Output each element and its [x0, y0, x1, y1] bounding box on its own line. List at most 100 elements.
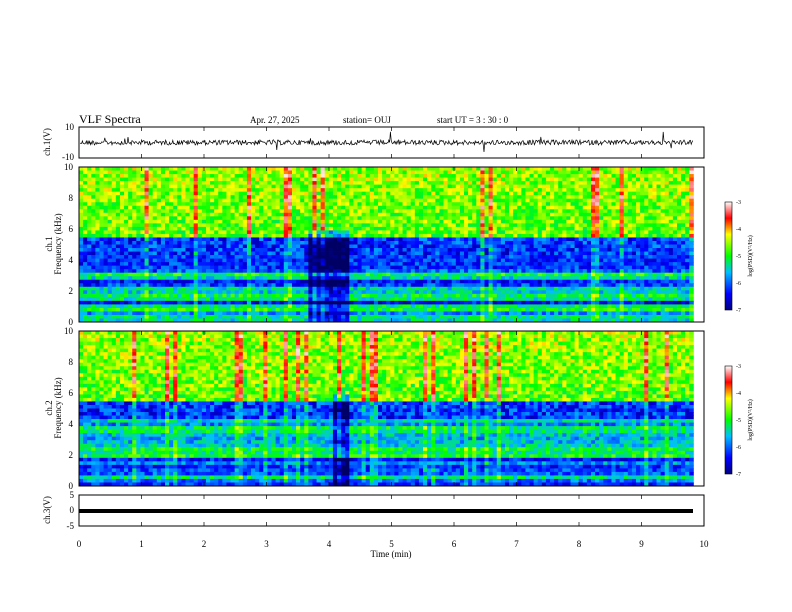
spectrogram-cell	[468, 167, 473, 171]
spectrogram-cell	[328, 318, 334, 323]
spectrogram-cell	[328, 262, 334, 267]
spectrogram-cell	[488, 202, 494, 207]
spectrogram-cell	[177, 167, 182, 171]
spectrogram-cell	[398, 195, 403, 200]
spectrogram-cell	[238, 184, 244, 189]
spectrogram-cell	[443, 237, 449, 242]
spectrogram-cell	[525, 174, 530, 178]
spectrogram-cell	[230, 216, 236, 221]
spectrogram-cell	[173, 174, 178, 178]
spectrogram-cell	[201, 293, 207, 298]
spectrogram-cell	[128, 297, 133, 302]
spectrogram-cell	[107, 265, 113, 270]
spectrogram-cell	[296, 230, 301, 235]
spectrogram-cell	[271, 233, 276, 238]
spectrogram-cell	[410, 283, 416, 288]
spectrogram-cell	[427, 212, 432, 217]
spectrogram-cell	[529, 318, 535, 323]
spectrogram-cell	[386, 314, 391, 319]
spectrogram-cell	[185, 293, 190, 298]
spectrogram-cell	[291, 248, 297, 252]
spectrogram-cell	[394, 283, 399, 288]
spectrogram-cell	[537, 212, 543, 217]
spectrogram-cell	[304, 240, 309, 245]
spectrogram-cell	[226, 219, 231, 224]
spectrogram-cell	[246, 212, 252, 217]
spectrogram-cell	[357, 311, 363, 316]
spectrogram-cell	[378, 258, 383, 263]
spectrogram-cell	[255, 181, 260, 186]
spectrogram-cell	[451, 297, 457, 302]
spectrogram-cell	[246, 244, 252, 249]
spectrogram-cell	[476, 244, 481, 249]
spectrogram-cell	[394, 174, 399, 178]
spectrogram-cell	[152, 174, 158, 178]
spectrogram-cell	[210, 255, 215, 259]
spectrogram-cell	[513, 286, 518, 291]
spectrogram-cell	[148, 184, 154, 189]
spectrogram-cell	[181, 188, 186, 193]
spectrogram-cell	[373, 244, 379, 249]
spectrogram-cell	[222, 307, 227, 312]
spectrogram-cell	[300, 205, 305, 210]
spectrogram-cell	[91, 258, 96, 263]
spectrogram-cell	[304, 244, 309, 249]
spectrogram-cell	[414, 314, 420, 319]
spectrogram-cell	[500, 188, 506, 193]
spectrogram-cell	[304, 167, 309, 171]
spectrogram-cell	[410, 226, 416, 231]
spectrogram-cell	[504, 265, 510, 270]
spectrogram-cell	[468, 293, 473, 298]
spectrogram-cell	[160, 181, 166, 186]
spectrogram-cell	[394, 219, 399, 224]
spectrogram-cell	[427, 255, 432, 259]
spectrogram-cell	[394, 209, 399, 214]
spectrogram-cell	[103, 226, 109, 231]
spectrogram-cell	[259, 304, 264, 309]
spectrogram-cell	[439, 272, 444, 277]
spectrogram-cell	[181, 258, 186, 263]
spectrogram-cell	[279, 202, 285, 207]
spectrogram-cell	[83, 293, 88, 298]
spectrogram-cell	[169, 202, 174, 207]
spectrogram-cell	[533, 318, 539, 323]
spectrogram-cell	[181, 279, 186, 284]
spectrogram-cell	[476, 216, 481, 221]
spectrogram-cell	[230, 219, 236, 224]
spectrogram-cell	[79, 304, 84, 309]
spectrogram-cell	[259, 311, 264, 316]
spectrogram-cell	[414, 191, 420, 196]
spectrogram-cell	[99, 269, 104, 274]
spectrogram-cell	[124, 226, 129, 231]
spectrogram-cell	[541, 170, 547, 175]
spectrogram-cell	[230, 184, 236, 189]
spectrogram-cell	[451, 237, 457, 242]
spectrogram-cell	[423, 255, 428, 259]
spectrogram-cell	[148, 251, 154, 256]
spectrogram-cell	[267, 248, 272, 252]
spectrogram-cell	[205, 276, 211, 281]
spectrogram-cell	[140, 300, 145, 305]
spectrogram-cell	[414, 276, 420, 281]
spectrogram-cell	[226, 311, 231, 316]
spectrogram-cell	[390, 167, 395, 171]
spectrogram-cell	[373, 219, 379, 224]
spectrogram-cell	[431, 226, 436, 231]
spectrogram-cell	[83, 174, 88, 178]
spectrogram-cell	[193, 233, 199, 238]
spectrogram-cell	[115, 230, 121, 235]
spectrogram-cell	[242, 258, 248, 263]
spectrogram-cell	[271, 223, 276, 228]
spectrogram-cell	[443, 262, 449, 267]
spectrogram-cell	[95, 255, 100, 259]
spectrogram-cell	[95, 265, 100, 270]
spectrogram-cell	[324, 318, 330, 323]
spectrogram-cell	[332, 269, 338, 274]
spectrogram-cell	[328, 265, 334, 270]
spectrogram-cell	[402, 290, 408, 295]
spectrogram-cell	[259, 226, 264, 231]
spectrogram-cell	[144, 230, 150, 235]
spectrogram-cell	[95, 279, 100, 284]
spectrogram-cell	[128, 276, 133, 281]
spectrogram-cell	[226, 279, 231, 284]
